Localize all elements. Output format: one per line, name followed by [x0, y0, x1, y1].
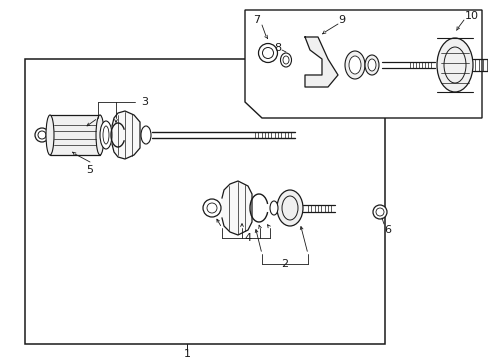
Ellipse shape: [283, 56, 288, 64]
Circle shape: [203, 199, 221, 217]
Text: 8: 8: [274, 43, 281, 53]
Circle shape: [372, 205, 386, 219]
Circle shape: [35, 128, 49, 142]
Text: 7: 7: [253, 15, 260, 25]
Ellipse shape: [276, 190, 303, 226]
Ellipse shape: [100, 121, 112, 149]
Circle shape: [206, 203, 217, 213]
Text: 4: 4: [244, 233, 251, 243]
Ellipse shape: [280, 53, 291, 67]
Ellipse shape: [345, 51, 364, 79]
Text: 5: 5: [86, 165, 93, 175]
Bar: [50, 115, 100, 155]
Bar: [25, 59, 384, 344]
Polygon shape: [112, 111, 140, 159]
Circle shape: [38, 131, 46, 139]
Text: 6: 6: [384, 225, 391, 235]
Ellipse shape: [269, 201, 278, 215]
Ellipse shape: [443, 47, 465, 83]
Text: 3: 3: [141, 97, 148, 107]
Ellipse shape: [96, 115, 104, 155]
Circle shape: [375, 208, 383, 216]
Ellipse shape: [364, 55, 378, 75]
Polygon shape: [222, 181, 251, 235]
Ellipse shape: [46, 115, 54, 155]
Ellipse shape: [282, 196, 297, 220]
Ellipse shape: [141, 126, 151, 144]
Ellipse shape: [348, 56, 360, 74]
Text: 2: 2: [281, 259, 288, 269]
Text: 9: 9: [338, 15, 345, 25]
Ellipse shape: [436, 38, 472, 92]
Circle shape: [258, 44, 277, 63]
Circle shape: [262, 48, 273, 58]
Polygon shape: [305, 37, 337, 87]
Text: 10: 10: [464, 11, 478, 21]
Ellipse shape: [367, 59, 375, 71]
Ellipse shape: [103, 126, 109, 144]
Text: 1: 1: [183, 349, 190, 359]
Polygon shape: [244, 10, 481, 118]
